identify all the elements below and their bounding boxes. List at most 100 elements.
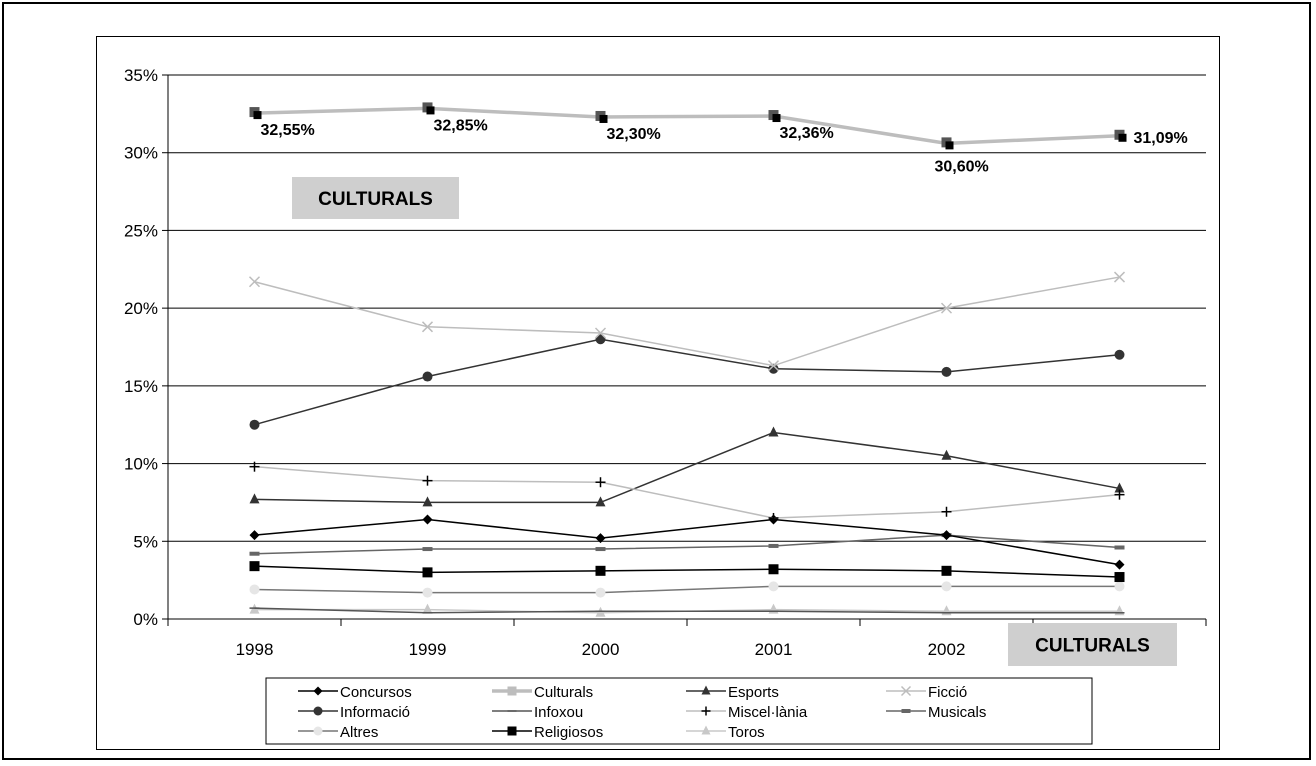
culturals-point-shadow: [772, 114, 781, 123]
series-line-8: [254, 585, 1120, 594]
series-point: [767, 360, 780, 372]
culturals-point-shadow: [599, 114, 608, 123]
legend-marker: [701, 685, 711, 695]
series-point: [1114, 605, 1125, 616]
series-point: [595, 496, 606, 507]
legend-marker: [313, 686, 323, 696]
series-line-0: [254, 518, 1120, 566]
series-line-5: [254, 607, 1120, 614]
series-line-6: [254, 465, 1120, 519]
culturals-point-shadow: [253, 111, 262, 120]
series-point: [422, 567, 433, 578]
series-point: [249, 493, 260, 504]
series-point: [422, 587, 433, 598]
series-point: [941, 506, 952, 517]
series-point: [249, 551, 260, 556]
series-point: [595, 533, 606, 544]
y-tick-label: 5%: [133, 532, 158, 551]
series-line-7: [254, 534, 1120, 555]
data-label: 30,60%: [935, 158, 989, 175]
legend-marker: [701, 725, 711, 735]
series-point-stroke: [594, 327, 607, 339]
series-point: [940, 302, 953, 314]
series-point: [422, 496, 433, 507]
legend-marker: [507, 726, 517, 736]
y-tick-label: 30%: [124, 144, 158, 163]
legend-label: Toros: [728, 724, 765, 741]
y-tick-label: 10%: [124, 455, 158, 474]
series-point: [595, 334, 606, 345]
annotation-box: [1008, 623, 1177, 666]
series-point: [1114, 349, 1125, 360]
x-tick-label: 2000: [582, 640, 620, 659]
legend-label: Esports: [728, 684, 779, 701]
series-point-stroke: [1113, 271, 1126, 283]
legend-label: Ficció: [928, 684, 967, 701]
series-point: [941, 605, 952, 616]
x-tick-label: 2001: [755, 640, 793, 659]
legend-label: Musicals: [928, 704, 986, 721]
series-point: [249, 530, 260, 541]
annotation-label: CULTURALS: [1035, 636, 1150, 657]
series-point: [941, 530, 952, 541]
series-point: [422, 475, 433, 486]
legend-label: Religiosos: [534, 724, 603, 741]
series-point: [422, 547, 433, 552]
series-point-stroke: [767, 360, 780, 372]
y-tick-label: 20%: [124, 299, 158, 318]
legend-marker-stroke: [900, 685, 912, 697]
series-point: [595, 477, 606, 488]
series-point: [941, 366, 952, 377]
series-line-1: [254, 106, 1120, 146]
series-point-stroke: [940, 302, 953, 314]
series-point: [249, 584, 260, 595]
series-point: [595, 547, 606, 552]
culturals-point-shadow: [426, 106, 435, 115]
legend-label: Miscel·lània: [728, 704, 808, 721]
series-line-4: [254, 338, 1120, 426]
data-label: 32,30%: [607, 126, 661, 143]
series-point: [941, 449, 952, 460]
legend-label: Infoxou: [534, 704, 583, 721]
series-point: [768, 564, 779, 575]
series-point: [1114, 559, 1125, 570]
legend-marker: [900, 685, 912, 697]
legend-label: Culturals: [534, 684, 593, 701]
legend-marker: [507, 686, 517, 696]
series-point: [1114, 482, 1125, 493]
series-point: [1114, 489, 1125, 500]
series-point: [768, 603, 779, 614]
series-point-stroke: [421, 321, 434, 333]
series-point: [422, 514, 433, 525]
culturals-point-shadow: [1118, 133, 1127, 142]
series-point: [249, 419, 260, 430]
series-line-2: [254, 431, 1120, 504]
y-tick-label: 25%: [124, 221, 158, 240]
x-tick-label: 2002: [928, 640, 966, 659]
series-point: [1114, 581, 1125, 592]
data-label: 32,55%: [261, 122, 315, 139]
series-point: [595, 565, 606, 576]
legend-label: Informació: [340, 704, 410, 721]
series-point: [249, 461, 260, 472]
series-line-3: [254, 276, 1120, 367]
x-tick-label: 1998: [236, 640, 274, 659]
series-point: [941, 565, 952, 576]
series-point: [422, 603, 433, 614]
legend-box: [265, 677, 1093, 745]
series-point: [1114, 545, 1125, 550]
series-point: [421, 321, 434, 333]
series-point: [249, 561, 260, 572]
series-line-9: [254, 565, 1120, 578]
series-point: [768, 581, 779, 592]
y-tick-label: 35%: [124, 66, 158, 85]
series-point: [595, 587, 606, 598]
y-tick-label: 15%: [124, 377, 158, 396]
series-point: [768, 543, 779, 548]
series-point: [768, 426, 779, 437]
series-point: [768, 363, 779, 374]
legend-label: Altres: [340, 724, 378, 741]
legend-marker: [313, 706, 323, 716]
